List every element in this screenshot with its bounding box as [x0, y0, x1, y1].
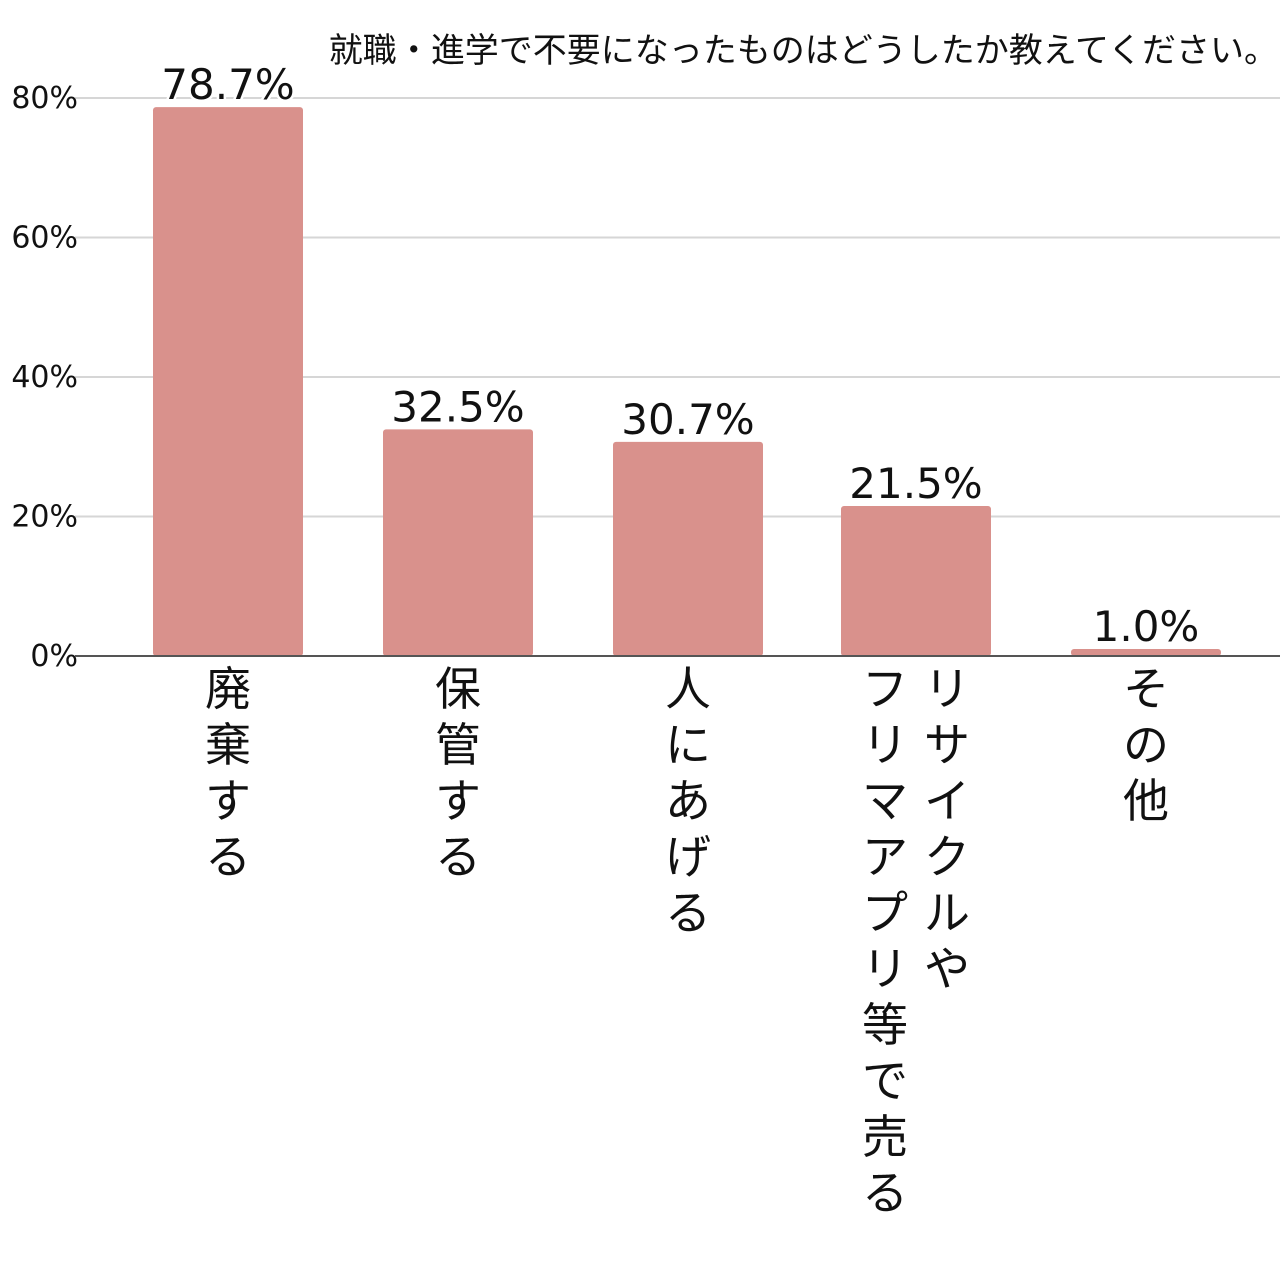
category-label-2: 人にあげる	[665, 662, 711, 940]
y-tick-label-80: 80%	[11, 81, 78, 116]
chart-title: 就職・進学で不要になったものはどうしたか教えてください。	[329, 31, 1278, 71]
category-label-4: その他	[1123, 662, 1169, 828]
bars	[153, 107, 1221, 656]
data-label-4: 1.0%	[1093, 602, 1200, 651]
y-tick-label-60: 60%	[11, 221, 78, 256]
data-label-0: 78.7%	[161, 60, 294, 109]
y-axis-tick-labels: 0% 20% 40% 60% 80%	[11, 81, 78, 674]
bar-3	[841, 506, 991, 656]
data-label-1: 32.5%	[391, 382, 524, 431]
data-labels: 78.7% 32.5% 30.7% 21.5% 1.0%	[159, 58, 1202, 654]
data-label-3: 21.5%	[849, 459, 982, 508]
bar-2	[613, 441, 763, 656]
category-label-1: 保管する	[435, 662, 481, 884]
bar-4	[1071, 649, 1221, 656]
data-label-2: 30.7%	[621, 395, 754, 444]
y-tick-label-20: 20%	[11, 500, 78, 535]
y-tick-label-40: 40%	[11, 360, 78, 395]
bar-1	[383, 429, 533, 656]
category-label-0: 廃棄する	[205, 662, 251, 884]
category-label-3-col-0: リサイクルや	[924, 662, 970, 996]
bar-0	[153, 107, 303, 656]
category-label-3-col-1: フリマアプリ等で売る	[862, 662, 908, 1220]
y-tick-label-0: 0%	[30, 639, 78, 674]
